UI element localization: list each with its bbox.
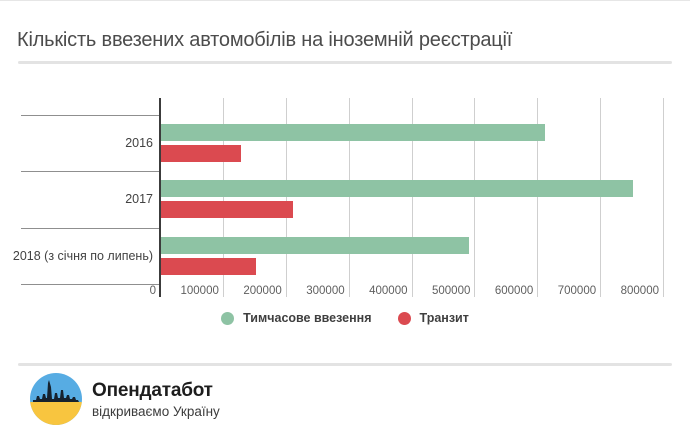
bar-транзит [161, 145, 241, 162]
legend-item: Транзит [397, 311, 469, 325]
gridline [537, 98, 539, 297]
x-tick-label: 700000 [557, 285, 597, 297]
bar-тимчасове-ввезення [161, 124, 545, 141]
x-tick-label: 800000 [620, 285, 659, 297]
gridline [285, 98, 287, 297]
gridline [348, 98, 350, 297]
x-tick-label: 200000 [243, 285, 282, 297]
gridline [663, 98, 664, 297]
x-tick-label: 0 [149, 285, 156, 297]
value-axis-line [159, 98, 161, 297]
plot-area: 0 100000 200000 300000 400000 500000 600000 700… [150, 98, 664, 297]
logo-skyline-pulse [33, 380, 79, 402]
legend-label: Транзит [419, 311, 469, 325]
gridline [222, 98, 224, 297]
brand-tagline: відкриваємо Україну [92, 403, 220, 419]
chart-title: Кількість ввезених автомобілів на інозем… [17, 29, 513, 51]
x-tick-label: 600000 [494, 285, 534, 297]
legend-dot-icon [221, 311, 235, 325]
legend-label: Тимчасове ввезення [243, 311, 372, 325]
bar-транзит [161, 257, 256, 275]
gridline [474, 98, 476, 297]
category-label: 2018 (з січня по липень) [12, 248, 153, 263]
title-divider [18, 61, 672, 64]
chart-legend: Тимчасове ввезення Транзит [0, 311, 690, 325]
row-separator [21, 171, 160, 173]
row-separator [21, 283, 160, 285]
bar-chart: 2016 2017 2018 (з січня по липень) 0 100000… [0, 98, 690, 301]
brand-footer: Опендатабот відкриваємо Україну [30, 373, 220, 425]
category-label: 2017 [125, 192, 153, 207]
brand-text: Опендатабот відкриваємо Україну [92, 380, 220, 419]
bar-тимчасове-ввезення [161, 236, 470, 254]
legend-dot-icon [397, 311, 411, 325]
logo-yellow-half [30, 402, 82, 425]
category-axis: 2016 2017 2018 (з січня по липень) [0, 98, 160, 298]
x-tick-label: 500000 [432, 285, 471, 297]
x-tick-label: 100000 [180, 285, 219, 297]
legend-item: Тимчасове ввезення [221, 311, 372, 325]
opendatabot-logo-icon [30, 373, 82, 425]
footer-divider [18, 363, 672, 366]
x-tick-label: 400000 [369, 285, 408, 297]
gridline [411, 98, 413, 297]
gridline [600, 98, 602, 297]
bar-транзит [161, 201, 294, 219]
x-tick-label: 300000 [306, 285, 345, 297]
row-separator [21, 227, 160, 229]
bar-тимчасове-ввезення [161, 180, 633, 198]
category-label: 2016 [125, 136, 153, 151]
brand-name: Опендатабот [92, 379, 213, 401]
row-separator [21, 115, 160, 116]
